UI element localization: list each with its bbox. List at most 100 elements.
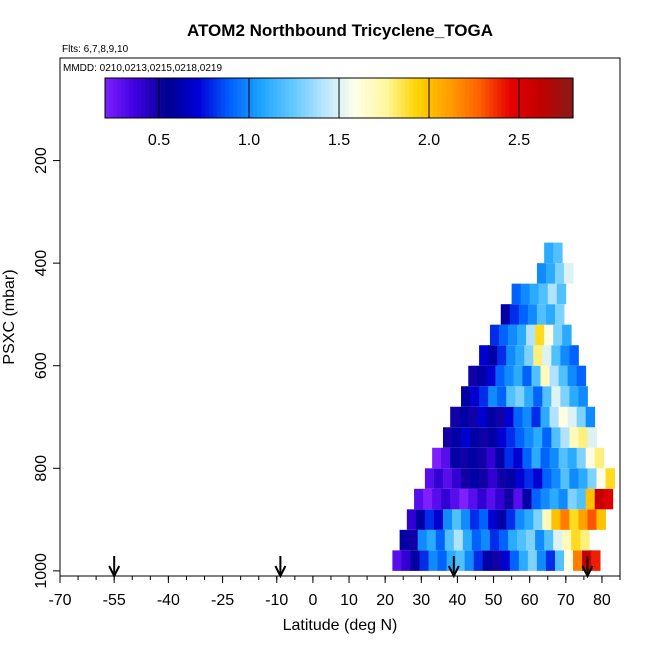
heatmap-cell	[410, 550, 420, 571]
colorbar-swatch	[169, 78, 174, 118]
heatmap-cell	[578, 509, 588, 530]
heatmap-cell	[576, 365, 587, 387]
heatmap-cell	[459, 447, 469, 469]
heatmap-cell	[497, 345, 507, 366]
heatmap-cell	[508, 529, 518, 551]
heatmap-cell	[520, 283, 531, 305]
heatmap-cell	[515, 509, 525, 530]
x-axis-label: Latitude (deg N)	[283, 617, 398, 634]
colorbar-swatch	[357, 78, 362, 118]
heatmap-cell	[571, 529, 581, 551]
heatmap-cell	[461, 427, 471, 448]
colorbar-swatch	[201, 78, 206, 118]
heatmap-cell	[495, 447, 505, 469]
colorbar-swatch	[261, 78, 266, 118]
heatmap-cell	[562, 529, 572, 551]
heatmap-cell	[587, 427, 597, 448]
heatmap-cell	[479, 427, 489, 448]
colorbar-swatch	[109, 78, 114, 118]
colorbar-swatch	[193, 78, 198, 118]
heatmap-cell	[417, 529, 428, 551]
heatmap-cell	[450, 406, 460, 428]
heatmap-cell	[477, 488, 487, 510]
colorbar-swatch	[341, 78, 346, 118]
colorbar-swatch	[277, 78, 282, 118]
heatmap-cell	[497, 386, 507, 407]
heatmap-cell	[480, 529, 491, 551]
colorbar-swatch	[245, 78, 250, 118]
heatmap-cell	[488, 468, 498, 489]
heatmap-cell	[560, 345, 570, 366]
heatmap-cell	[522, 447, 532, 469]
colorbar-swatch	[293, 78, 298, 118]
heatmap-cell	[441, 488, 451, 510]
colorbar-swatch	[281, 78, 286, 118]
x-tick-label: 10	[340, 592, 358, 609]
plot-frame	[59, 57, 621, 577]
x-tick-label: -25	[211, 592, 234, 609]
colorbar-swatch	[149, 78, 154, 118]
colorbar-swatch	[253, 78, 258, 118]
x-tick-label: -70	[48, 592, 71, 609]
heatmap-cell	[500, 550, 511, 571]
heatmap-cell	[605, 468, 615, 489]
heatmap-cell	[495, 488, 505, 510]
colorbar-swatch	[105, 78, 110, 118]
heatmap-cell	[450, 488, 460, 510]
colorbar-swatch	[421, 78, 426, 118]
colorbar-swatch	[405, 78, 410, 118]
colorbar-swatch	[309, 78, 314, 118]
heatmap-cell	[551, 386, 561, 407]
heatmap-cell	[515, 345, 525, 366]
colorbar-swatch	[401, 78, 406, 118]
colorbar-tick-labels: 0.5 1.0 1.5 2.0 2.5	[148, 132, 530, 149]
heatmap-cell	[580, 529, 590, 551]
y-axis: 200 400 600 800 1000	[33, 147, 60, 589]
x-tick-label: 50	[485, 592, 503, 609]
heatmap-cell	[545, 304, 556, 325]
heatmap-cell	[558, 447, 569, 469]
heatmap-cell	[524, 468, 534, 489]
heatmap-cell	[573, 550, 583, 571]
colorbar-swatch	[569, 78, 574, 118]
colorbar-swatch	[485, 78, 490, 118]
colorbar-swatch	[189, 78, 194, 118]
heatmap-cell	[544, 529, 554, 551]
colorbar-swatch	[457, 78, 462, 118]
heatmap-cell	[424, 468, 435, 489]
heatmap-cell	[549, 447, 559, 469]
heatmap-cell	[433, 468, 444, 489]
colorbar-tick-label: 2.5	[508, 132, 530, 149]
heatmap-cell	[506, 345, 516, 366]
heatmap-cell	[504, 365, 514, 387]
heatmap-cell	[399, 529, 410, 551]
heatmap-cell	[506, 509, 516, 530]
colorbar-swatch	[489, 78, 494, 118]
colorbar-swatch	[549, 78, 554, 118]
heatmap-cell	[506, 427, 516, 448]
heatmap-cell	[540, 406, 550, 428]
colorbar-swatch	[265, 78, 270, 118]
heatmap-cell	[569, 345, 579, 366]
heatmap-cell	[567, 365, 578, 387]
heatmap-cell	[468, 406, 478, 428]
heatmap-cell	[522, 406, 532, 428]
heatmap-cell	[531, 447, 541, 469]
heatmap-cell	[603, 488, 614, 510]
heatmap-cell	[498, 324, 509, 346]
heatmap-cell	[544, 324, 554, 346]
heatmap-cell	[531, 406, 541, 428]
y-tick-label: 400	[33, 250, 50, 277]
heatmap-cell	[549, 406, 559, 428]
colorbar-swatch	[185, 78, 190, 118]
heatmap-cell	[482, 550, 493, 571]
heatmap-cell	[554, 304, 565, 325]
colorbar-swatch	[469, 78, 474, 118]
colorbar-swatch	[513, 78, 518, 118]
heatmap-cell	[596, 468, 606, 489]
colorbar-swatch	[521, 78, 526, 118]
heatmap-cell	[554, 263, 565, 284]
x-tick-label: -10	[265, 592, 288, 609]
heatmap-cell	[576, 488, 587, 510]
heatmap-cell	[578, 468, 588, 489]
